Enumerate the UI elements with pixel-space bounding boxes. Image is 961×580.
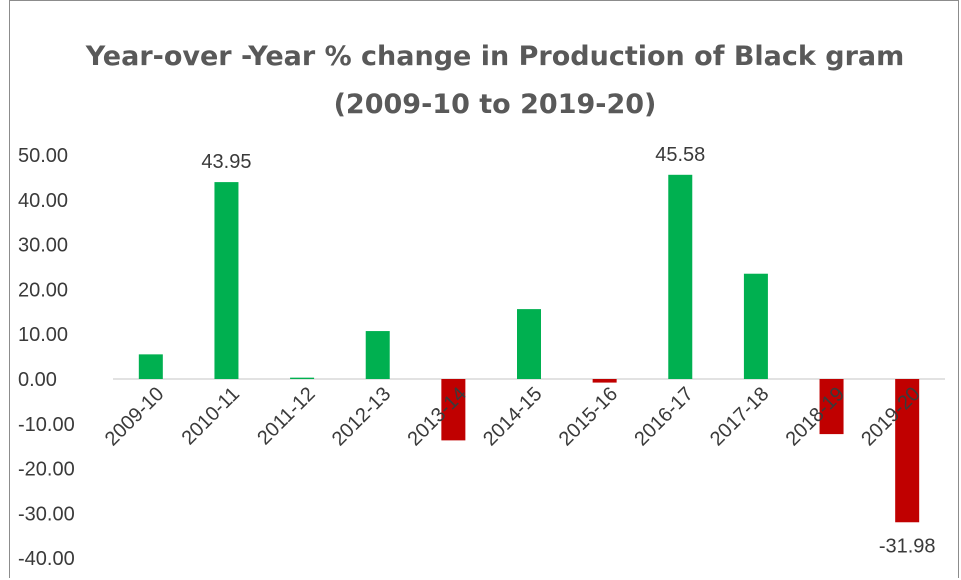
chart-title: Year-over -Year % change in Production o… [85,41,905,120]
chart-frame [9,0,959,578]
bar [214,182,239,379]
y-tick-label: 10.00 [18,324,68,346]
y-tick-label: 0.00 [18,369,57,391]
bar [668,174,693,379]
y-tick-label: 30.00 [18,235,68,257]
y-tick-label: -40.00 [18,548,75,570]
bar [819,379,844,435]
bar [592,379,617,383]
x-tick-label: 2015-16 [555,383,622,450]
y-tick-label: -20.00 [18,459,75,481]
data-label: 45.58 [655,144,705,166]
x-tick-label: 2010-11 [178,383,244,449]
y-tick-label: -30.00 [18,503,75,525]
bar [365,331,390,379]
y-tick-label: 50.00 [18,145,68,167]
x-tick-label: 2012-13 [328,383,395,450]
x-tick-label: 2009-10 [101,383,168,450]
data-label: 43.95 [201,151,251,173]
bar [441,379,466,441]
bar [517,309,541,379]
data-label: -31.98 [879,535,936,557]
x-tick-label: 2016-17 [630,383,697,450]
bar [743,273,768,379]
x-tick-label: 2014-15 [479,383,546,450]
x-tick-label: 2011-12 [253,383,319,449]
bar [895,379,920,523]
bar [290,377,315,379]
y-tick-label: 40.00 [18,190,68,212]
bar [138,354,163,379]
x-tick-label: 2017-18 [706,383,773,450]
y-tick-label: -10.00 [18,414,75,436]
y-tick-label: 20.00 [18,279,68,301]
